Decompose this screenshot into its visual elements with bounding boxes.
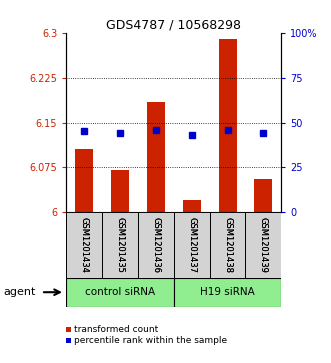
- Bar: [147, 102, 165, 212]
- Bar: [218, 38, 237, 212]
- Text: control siRNA: control siRNA: [85, 287, 155, 297]
- Bar: [174, 278, 281, 307]
- Text: GSM1201437: GSM1201437: [187, 217, 196, 273]
- Bar: [210, 212, 246, 278]
- Text: GSM1201439: GSM1201439: [259, 217, 268, 273]
- Text: percentile rank within the sample: percentile rank within the sample: [74, 336, 228, 345]
- Title: GDS4787 / 10568298: GDS4787 / 10568298: [106, 19, 241, 32]
- Bar: [66, 278, 174, 307]
- Text: GSM1201434: GSM1201434: [80, 217, 89, 273]
- Text: GSM1201434: GSM1201434: [80, 217, 89, 273]
- Text: GSM1201438: GSM1201438: [223, 217, 232, 273]
- Text: transformed count: transformed count: [74, 325, 159, 334]
- Text: agent: agent: [3, 287, 36, 297]
- Text: GSM1201438: GSM1201438: [223, 217, 232, 273]
- Bar: [75, 150, 93, 212]
- Bar: [66, 212, 102, 278]
- Bar: [255, 179, 272, 212]
- Text: GSM1201436: GSM1201436: [151, 217, 160, 273]
- Bar: [138, 212, 174, 278]
- Bar: [102, 212, 138, 278]
- Bar: [111, 170, 129, 212]
- Text: GSM1201435: GSM1201435: [116, 217, 124, 273]
- Text: GSM1201435: GSM1201435: [116, 217, 124, 273]
- Bar: [246, 212, 281, 278]
- Text: GSM1201439: GSM1201439: [259, 217, 268, 273]
- Bar: [174, 212, 210, 278]
- Text: H19 siRNA: H19 siRNA: [200, 287, 255, 297]
- Bar: [183, 200, 201, 212]
- Text: GSM1201437: GSM1201437: [187, 217, 196, 273]
- Text: GSM1201436: GSM1201436: [151, 217, 160, 273]
